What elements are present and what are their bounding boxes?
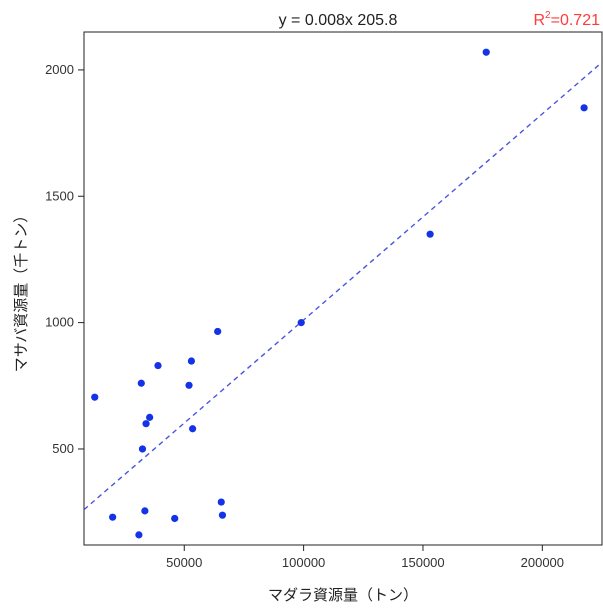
x-axis-title: マダラ資源量（トン） bbox=[268, 586, 418, 604]
data-point bbox=[135, 531, 142, 538]
x-axis: 50000 100000 150000 200000 bbox=[166, 545, 564, 570]
data-point bbox=[146, 414, 153, 421]
data-point bbox=[141, 507, 148, 514]
x-tick-label: 50000 bbox=[166, 555, 202, 570]
data-point bbox=[189, 425, 196, 432]
data-point bbox=[138, 380, 145, 387]
data-point bbox=[91, 394, 98, 401]
plot-frame bbox=[84, 32, 602, 545]
y-axis: 500 1000 1500 2000 bbox=[45, 62, 84, 456]
regression-equation: y = 0.008x 205.8 bbox=[279, 12, 398, 29]
y-tick-label: 1000 bbox=[45, 315, 74, 330]
y-tick-label: 500 bbox=[52, 441, 74, 456]
data-point bbox=[214, 328, 221, 335]
data-point bbox=[154, 362, 161, 369]
data-point bbox=[427, 231, 434, 238]
x-tick-label: 100000 bbox=[282, 555, 325, 570]
data-point bbox=[188, 357, 195, 364]
y-tick-label: 2000 bbox=[45, 62, 74, 77]
data-point bbox=[219, 512, 226, 519]
data-point bbox=[142, 420, 149, 427]
y-tick-label: 1500 bbox=[45, 188, 74, 203]
data-point bbox=[109, 514, 116, 521]
x-tick-label: 200000 bbox=[521, 555, 564, 570]
data-point bbox=[185, 382, 192, 389]
data-points bbox=[91, 49, 588, 539]
r-squared-value: =0.721 bbox=[551, 12, 600, 29]
r-squared-label: R2=0.721 bbox=[533, 10, 600, 29]
data-point bbox=[218, 498, 225, 505]
y-axis-title: マサバ資源量（千トン） bbox=[12, 208, 30, 372]
data-point bbox=[580, 104, 587, 111]
data-point bbox=[139, 445, 146, 452]
x-tick-label: 150000 bbox=[401, 555, 444, 570]
regression-trendline bbox=[84, 62, 602, 509]
trendline-layer bbox=[84, 62, 602, 509]
data-point bbox=[483, 49, 490, 56]
r-squared-prefix: R bbox=[533, 12, 545, 29]
data-point bbox=[171, 515, 178, 522]
data-point bbox=[298, 319, 305, 326]
